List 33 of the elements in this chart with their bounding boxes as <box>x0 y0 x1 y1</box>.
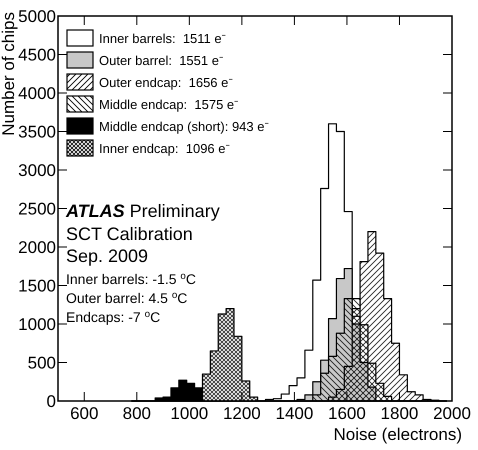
y-tick-label: 1000 <box>18 315 56 334</box>
annotation: Sep. 2009 <box>66 246 148 266</box>
x-axis-title: Noise (electrons) <box>334 425 462 444</box>
legend-label: Middle endcap (short): 943 e⁻ <box>99 119 268 134</box>
annotation: Inner barrels: -1.5 $^{o}$C <box>66 270 196 287</box>
legend-label: Inner endcap: 1096 e⁻ <box>99 141 230 156</box>
annotation: Outer barrel: 4.5 $^{o}$C <box>66 290 188 306</box>
annotation: Endcaps: -7 $^{o}$C <box>66 308 160 325</box>
legend-label: Inner barrels: 1511 e⁻ <box>99 31 226 46</box>
x-tick-label: 2000 <box>433 404 471 423</box>
y-tick-label: 2500 <box>18 200 56 218</box>
legend-label: Outer barrel: 1551 e⁻ <box>99 53 223 68</box>
y-tick-label: 5000 <box>18 7 56 26</box>
legend-label: Outer endcap: 1656 e⁻ <box>99 75 232 90</box>
x-tick-label: 1800 <box>380 404 418 423</box>
annotation: ATLAS Preliminary <box>65 201 220 221</box>
x-tick-label: 1200 <box>222 404 261 423</box>
y-tick-label: 4000 <box>18 84 56 103</box>
legend-label: Middle endcap: 1575 e⁻ <box>99 97 238 112</box>
x-tick-label: 1400 <box>275 404 314 423</box>
y-axis-title: Number of chips <box>0 12 18 136</box>
x-tick-label: 1000 <box>170 404 208 423</box>
y-tick-label: 3500 <box>18 122 56 142</box>
y-tick-label: 500 <box>28 354 56 372</box>
y-tick-label: 0 <box>46 392 56 411</box>
x-tick-label: 600 <box>70 404 98 423</box>
y-tick-label: 4500 <box>18 46 56 64</box>
y-tick-label: 2000 <box>18 238 56 257</box>
y-tick-label: 3000 <box>18 161 56 180</box>
y-tick-label: 1500 <box>18 276 56 296</box>
annotation: SCT Calibration <box>66 224 193 244</box>
x-tick-label: 800 <box>122 404 151 423</box>
x-tick-label: 1600 <box>328 404 366 423</box>
